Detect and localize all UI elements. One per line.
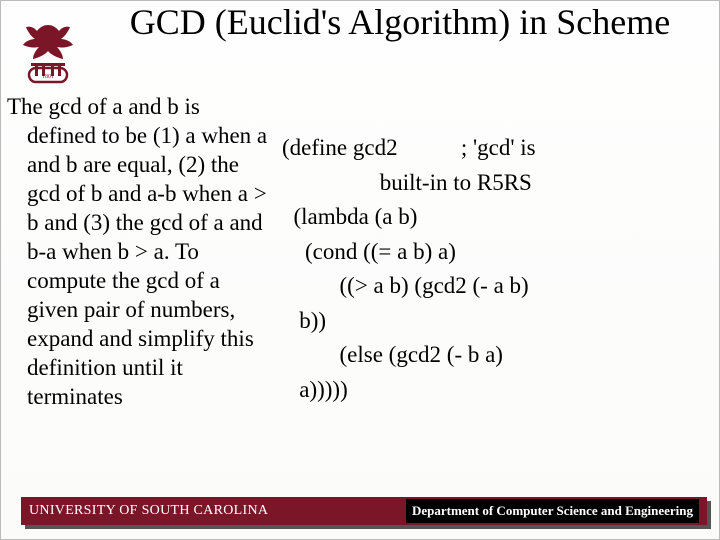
footer-right-text: Department of Computer Science and Engin… [406,499,699,523]
left-text-first: The gcd of a and b is [7,93,272,122]
code-line-3: (lambda (a b) [282,200,709,235]
footer: UNIVERSITY OF SOUTH CAROLINA Department … [21,497,707,525]
footer-bar: UNIVERSITY OF SOUTH CAROLINA Department … [21,497,707,525]
code-line-7: (else (gcd2 (- b a) [282,338,709,373]
left-column: The gcd of a and b is defined to be (1) … [7,93,272,412]
slide-title: GCD (Euclid's Algorithm) in Scheme [101,3,699,43]
code-line-1: (define gcd2 ; 'gcd' is [282,131,709,166]
right-column: (define gcd2 ; 'gcd' is built-in to R5RS… [282,93,709,412]
footer-left-text: UNIVERSITY OF SOUTH CAROLINA [29,503,268,519]
slide-body: The gcd of a and b is defined to be (1) … [7,93,709,412]
code-line-5: ((> a b) (gcd2 (- a b) [282,269,709,304]
code-line-6: b)) [282,304,709,339]
svg-text:1801: 1801 [42,74,54,80]
usc-logo: 1801 [13,19,83,89]
code-line-4: (cond ((= a b) a) [282,235,709,270]
code-line-2: built-in to R5RS [282,166,709,201]
left-text-rest: defined to be (1) a when a and b are equ… [7,122,272,412]
code-line-8: a))))) [282,373,709,408]
slide: 1801 GCD (Euclid's Algorithm) in Scheme … [0,0,720,540]
